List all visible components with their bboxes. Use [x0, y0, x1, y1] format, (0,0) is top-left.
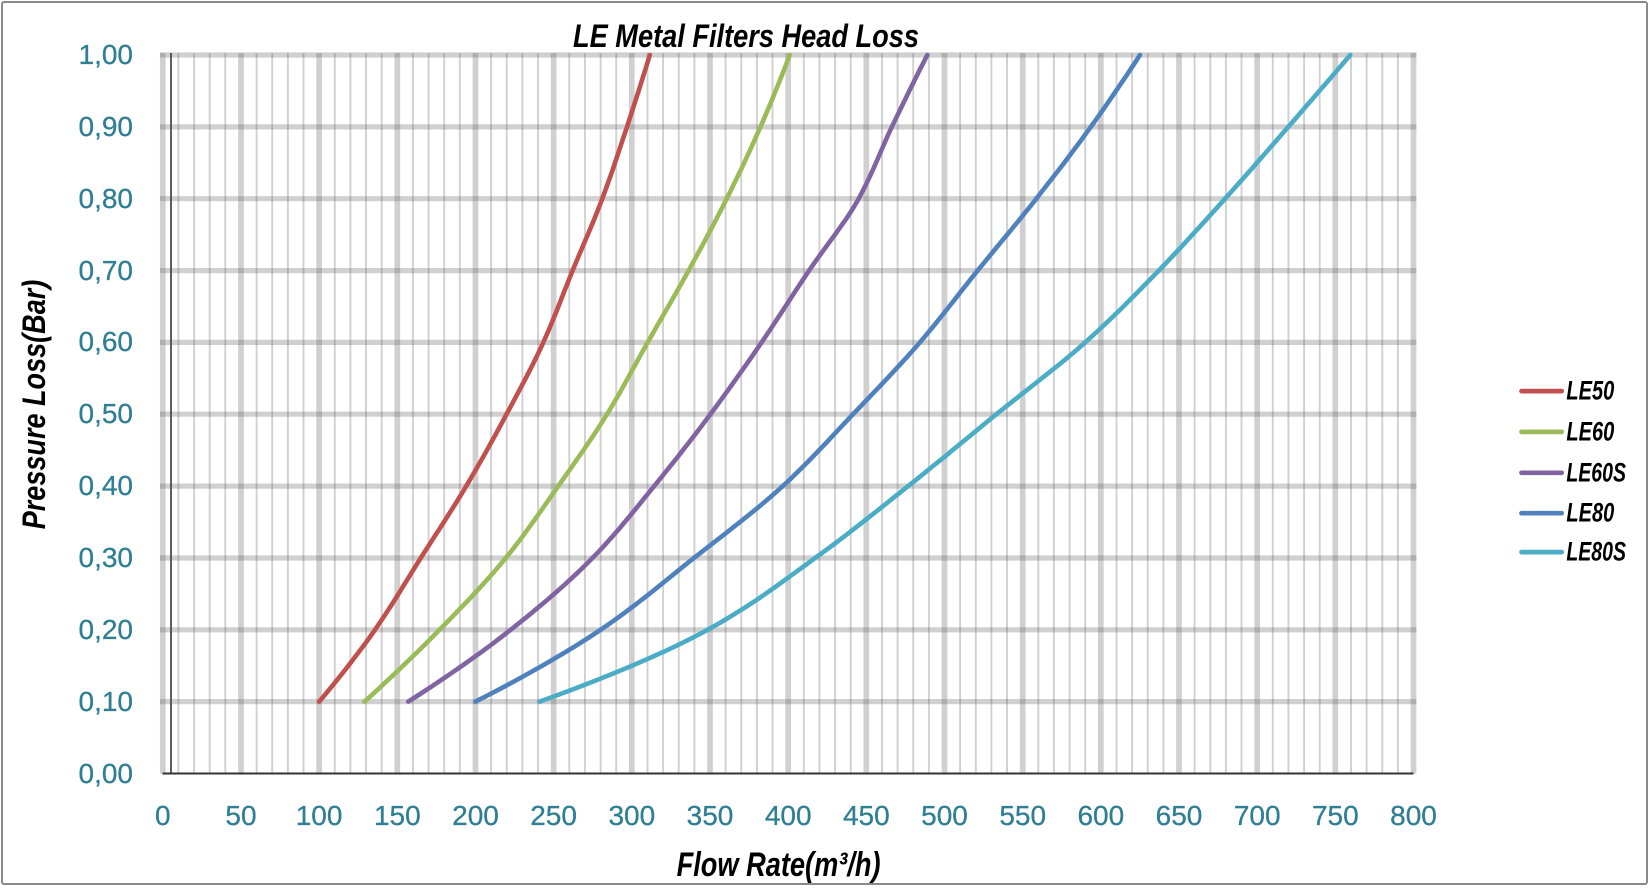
- svg-text:LE60: LE60: [1566, 416, 1614, 446]
- svg-text:LE80: LE80: [1566, 498, 1614, 528]
- svg-text:Flow Rate(m³/h): Flow Rate(m³/h): [677, 846, 881, 884]
- svg-text:LE60S: LE60S: [1566, 457, 1626, 487]
- svg-text:Pressure Loss(Bar): Pressure Loss(Bar): [16, 280, 52, 530]
- svg-text:LE50: LE50: [1566, 376, 1614, 406]
- svg-text:LE80S: LE80S: [1566, 537, 1626, 567]
- svg-text:LE Metal Filters Head Loss: LE Metal Filters Head Loss: [573, 18, 919, 54]
